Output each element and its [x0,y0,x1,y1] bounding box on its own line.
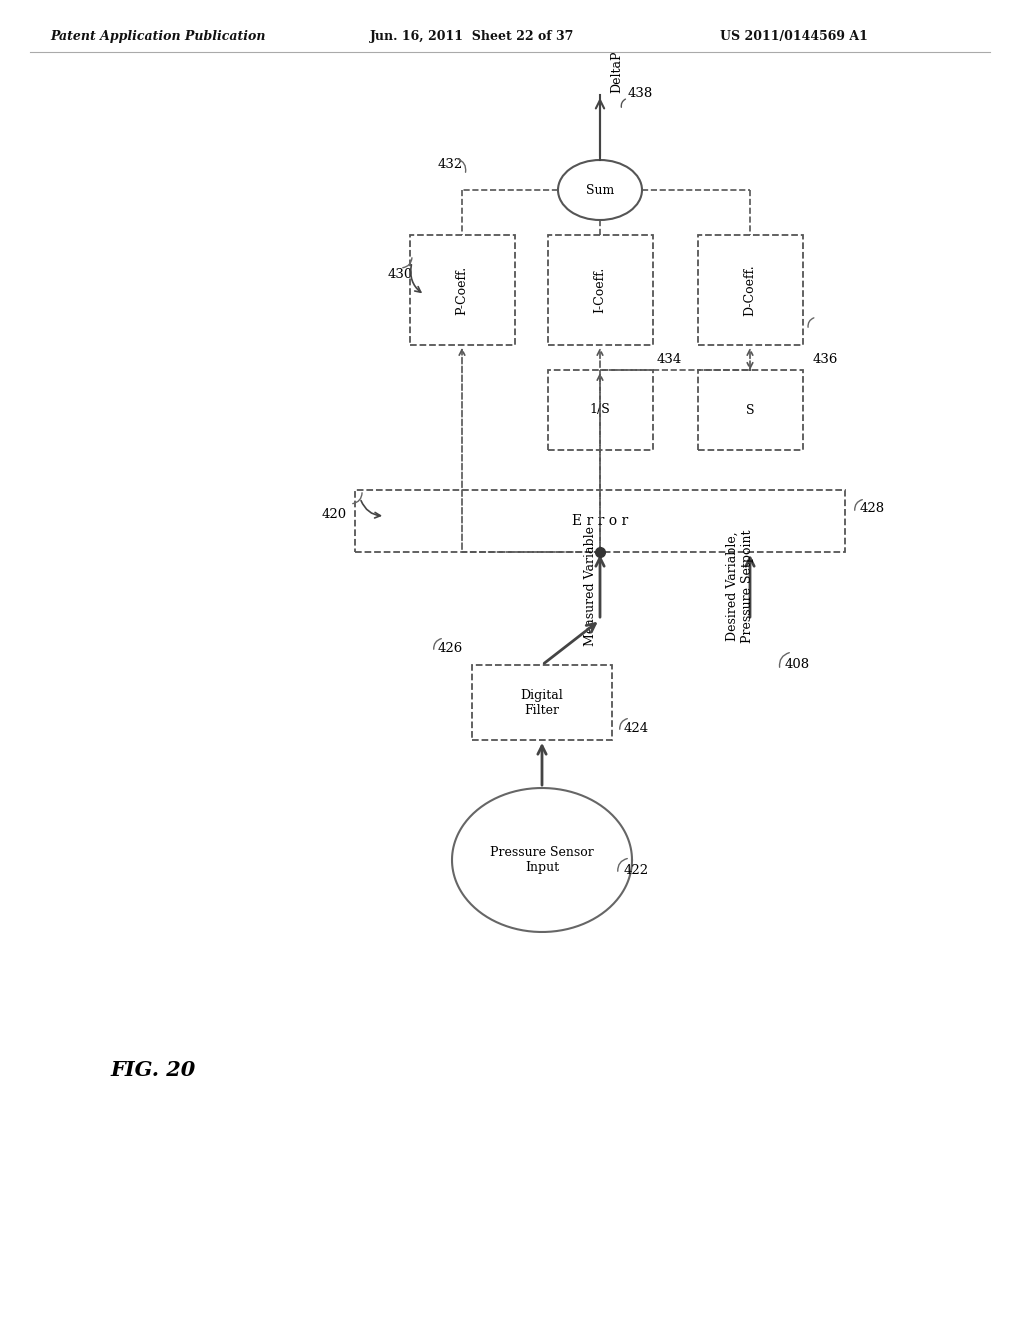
Bar [355,490,845,552]
Text: 424: 424 [624,722,649,734]
Text: 438: 438 [628,87,653,100]
Bar [548,370,652,450]
Text: Digital
Filter: Digital Filter [520,689,563,717]
Text: Sum: Sum [586,183,614,197]
Text: 422: 422 [624,863,649,876]
Text: 430: 430 [388,268,414,281]
Bar [697,370,803,450]
Text: E r r o r: E r r o r [571,513,628,528]
Text: S: S [745,404,755,417]
Bar [548,235,652,345]
Text: 434: 434 [656,352,682,366]
Text: 420: 420 [322,508,347,521]
Bar [410,235,514,345]
Text: 1/S: 1/S [590,404,610,417]
Text: 426: 426 [438,642,463,655]
Bar [472,665,612,741]
Text: Measured Variable: Measured Variable [584,525,597,645]
Text: Desired Variable,
Pressure Setpoint: Desired Variable, Pressure Setpoint [726,529,754,643]
Text: Pressure Sensor
Input: Pressure Sensor Input [490,846,594,874]
Text: 436: 436 [812,352,838,366]
Text: I-Coeff.: I-Coeff. [594,267,606,313]
Text: DeltaP: DeltaP [610,50,623,92]
Text: FIG. 20: FIG. 20 [110,1060,196,1080]
Text: US 2011/0144569 A1: US 2011/0144569 A1 [720,30,868,44]
Text: 428: 428 [860,503,885,516]
Text: D-Coeff.: D-Coeff. [743,264,757,315]
Bar [697,235,803,345]
Text: Patent Application Publication: Patent Application Publication [50,30,265,44]
Text: P-Coeff.: P-Coeff. [456,265,469,314]
Text: 432: 432 [438,158,463,172]
Text: Jun. 16, 2011  Sheet 22 of 37: Jun. 16, 2011 Sheet 22 of 37 [370,30,574,44]
Text: 408: 408 [785,659,810,672]
